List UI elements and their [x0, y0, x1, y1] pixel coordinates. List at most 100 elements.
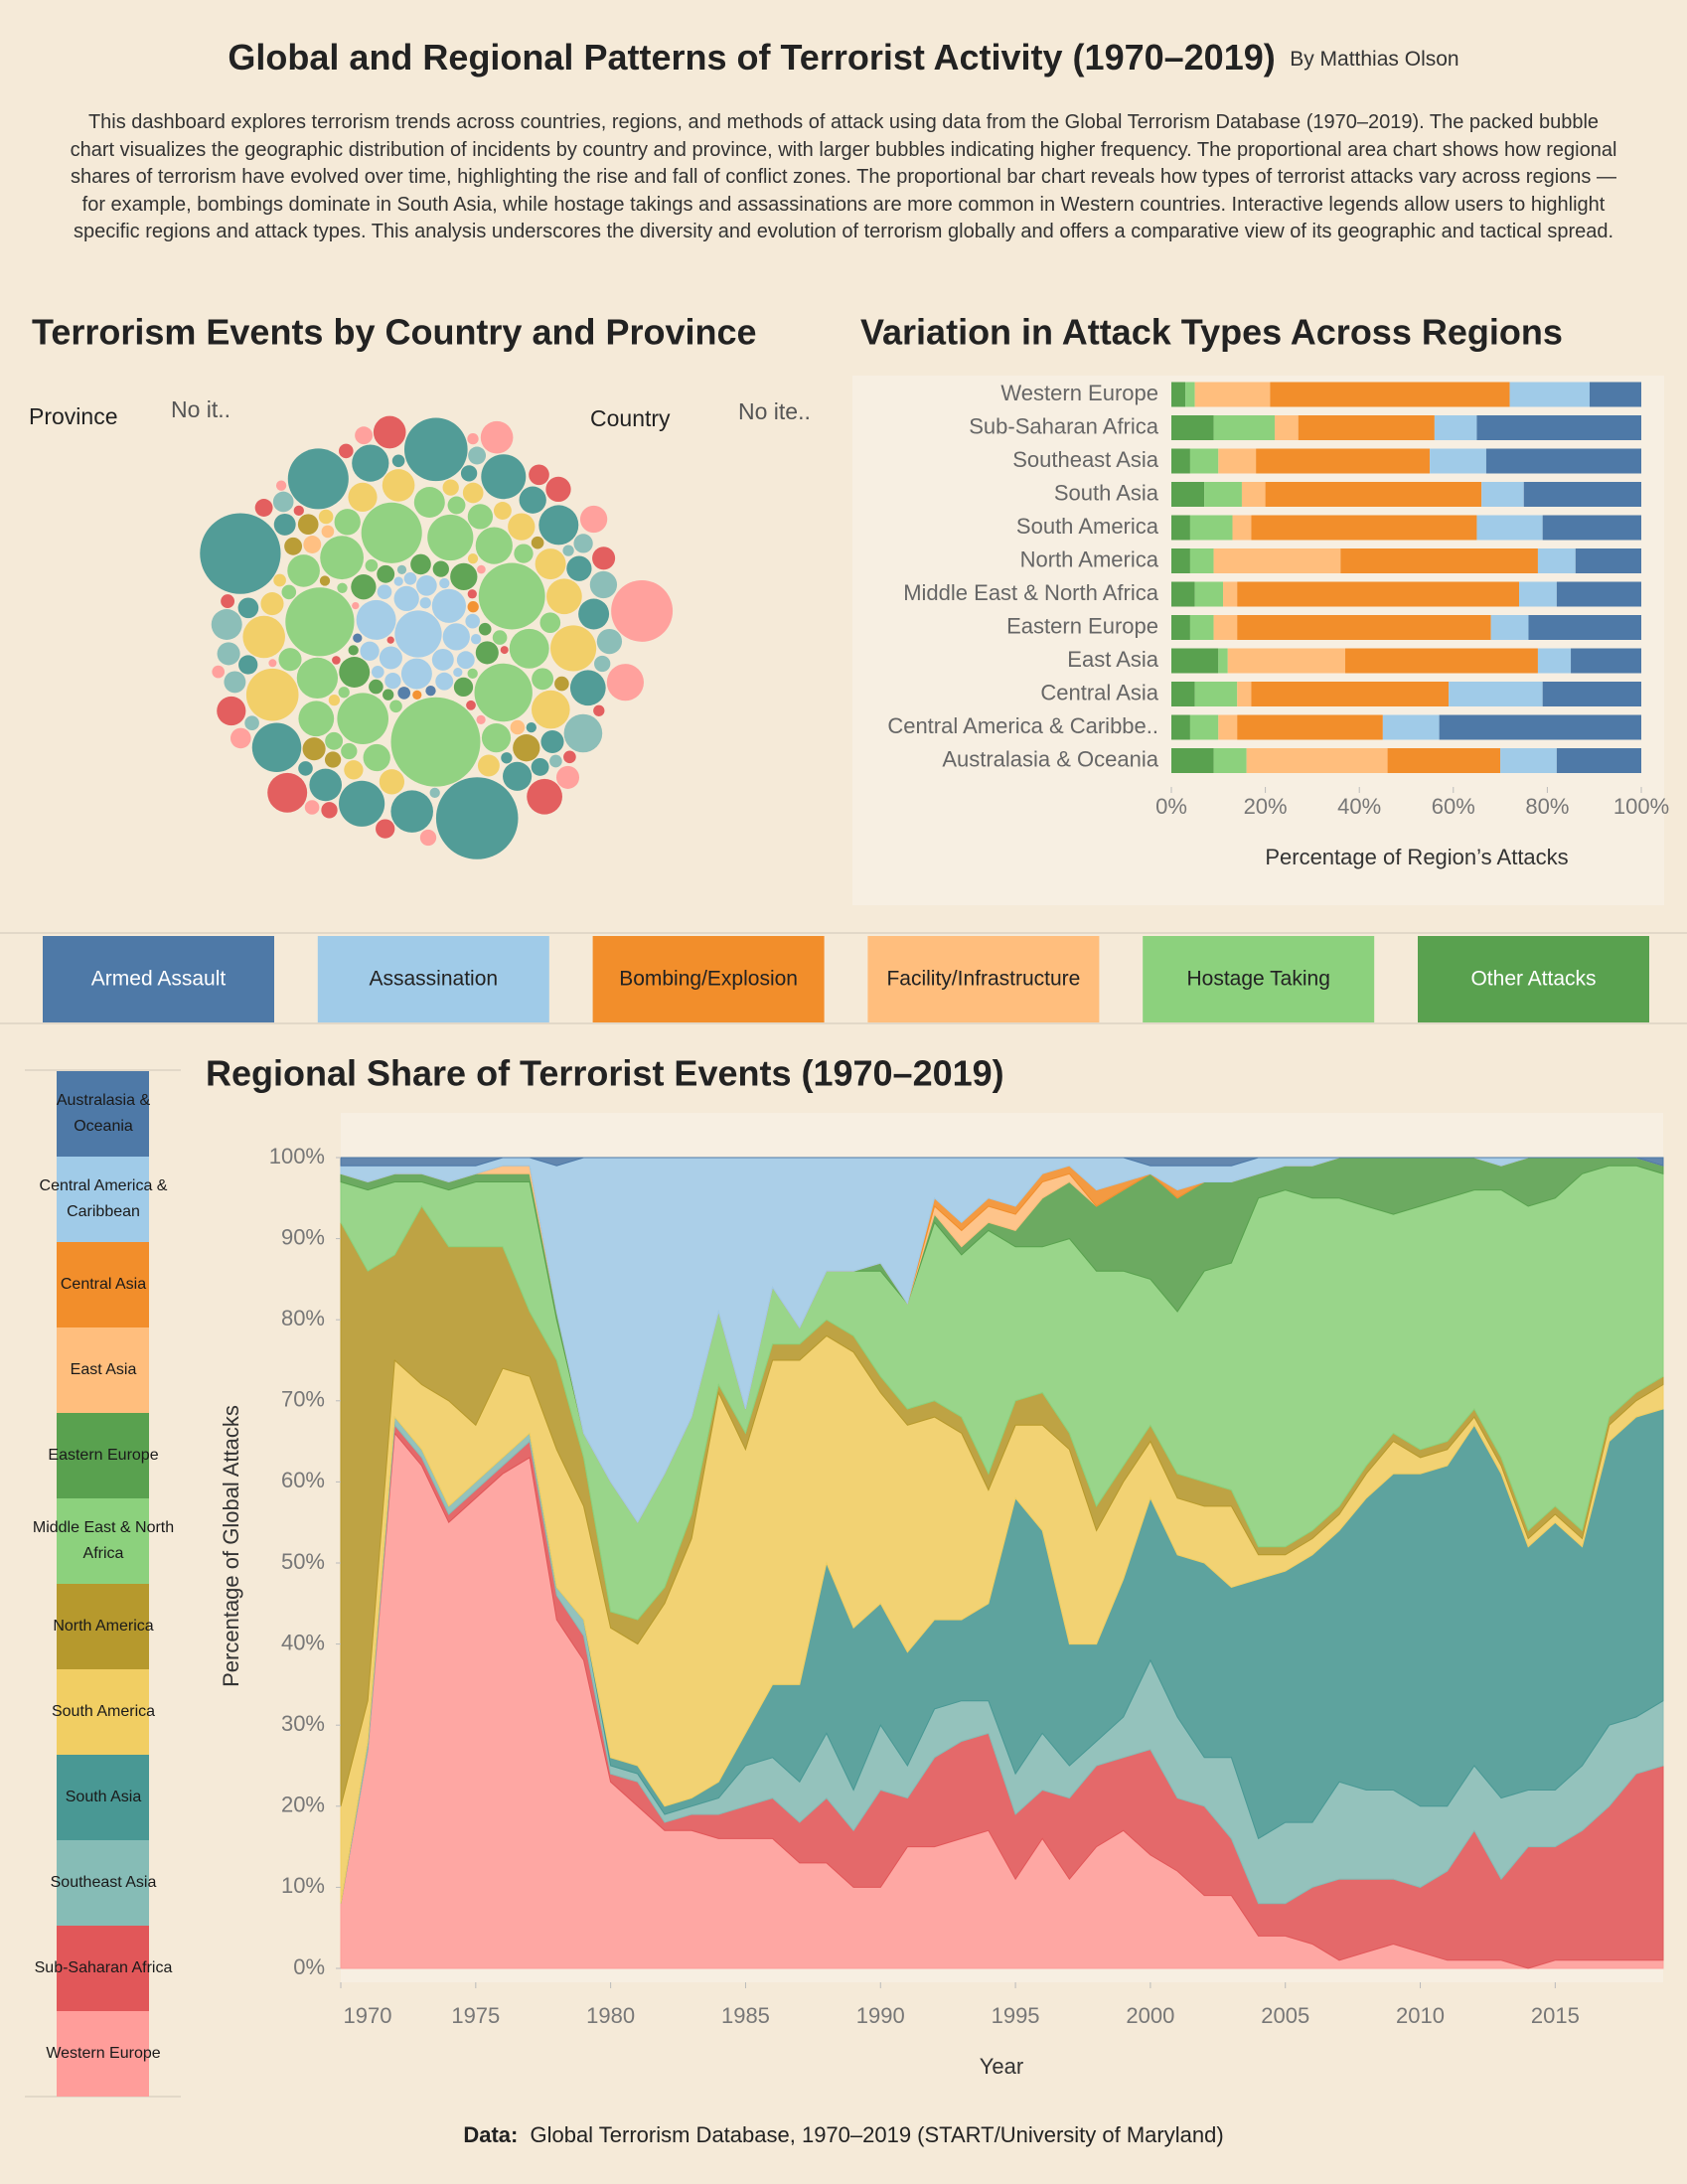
legend-swatch — [1143, 936, 1375, 1022]
bubble — [338, 687, 350, 699]
legend-item[interactable]: Other Attacks — [1418, 936, 1649, 1022]
bar-segment — [1237, 714, 1383, 740]
x-tick-label: 60% — [1432, 794, 1475, 819]
bubble — [275, 480, 287, 491]
chart-title: Variation in Attack Types Across Regions — [860, 312, 1563, 353]
y-tick-label: 80% — [281, 1306, 325, 1330]
bubble — [549, 754, 562, 768]
bubble — [386, 636, 394, 644]
legend-item[interactable]: Southeast Asia — [25, 1840, 182, 1926]
bubble — [529, 464, 549, 486]
bubble — [369, 679, 383, 695]
y-tick-label: Australasia & Oceania — [942, 746, 1158, 771]
bar-segment — [1251, 515, 1477, 541]
footer: Data: Global Terrorism Database, 1970–20… — [463, 2122, 1223, 2147]
legend-swatch — [57, 1327, 149, 1413]
bubble — [475, 641, 499, 665]
bubble — [531, 690, 570, 729]
bubble — [447, 496, 466, 515]
bubble — [328, 694, 341, 706]
bubble — [442, 479, 459, 496]
bubble — [403, 571, 417, 585]
x-tick-label: 2015 — [1531, 2003, 1580, 2028]
legend-swatch — [57, 1840, 149, 1926]
bar-segment — [1481, 482, 1524, 507]
bubble — [390, 790, 433, 833]
bubble — [435, 777, 519, 859]
bar-segment — [1194, 382, 1271, 407]
bubble — [467, 668, 478, 680]
x-tick-label: 2000 — [1126, 2003, 1174, 2028]
legend-item[interactable]: Australasia & Oceania — [25, 1071, 182, 1157]
bubble — [212, 665, 226, 679]
bar-segment — [1204, 482, 1242, 507]
bubble — [481, 454, 527, 500]
legend-item[interactable]: Facility/Infrastructure — [867, 936, 1100, 1022]
x-axis-label: Year — [980, 2054, 1023, 2079]
legend-label: North America — [53, 1618, 154, 1635]
bubble — [267, 772, 308, 813]
legend-swatch — [57, 1498, 149, 1584]
bubble — [217, 642, 240, 666]
bubble — [287, 554, 320, 587]
bubble — [431, 588, 467, 623]
bar-segment — [1270, 382, 1510, 407]
bubble — [377, 564, 395, 583]
bubble — [480, 420, 514, 454]
bubble — [546, 578, 582, 615]
legend-item[interactable]: Middle East & North Africa — [25, 1498, 182, 1584]
y-tick-label: Eastern Europe — [1006, 613, 1158, 638]
x-tick-label: 80% — [1525, 794, 1569, 819]
legend-item[interactable]: Bombing/Explosion — [592, 936, 825, 1022]
bubble — [416, 574, 437, 596]
legend-item[interactable]: Eastern Europe — [25, 1413, 182, 1498]
legend-item[interactable]: South Asia — [25, 1755, 182, 1840]
bubble — [562, 545, 574, 556]
bubble — [596, 628, 623, 655]
legend-swatch — [57, 1926, 149, 2011]
bubble — [467, 504, 494, 530]
legend-item[interactable]: Central America & Caribbean — [25, 1157, 182, 1242]
bar-segment — [1449, 682, 1543, 706]
legend-item[interactable]: Armed Assault — [43, 936, 274, 1022]
bubble — [237, 597, 259, 619]
legend-item[interactable]: South America — [25, 1669, 182, 1755]
legend-item[interactable]: Hostage Taking — [1143, 936, 1375, 1022]
bubble — [532, 668, 554, 691]
bubbles — [200, 415, 674, 859]
bubble — [467, 432, 479, 445]
bubble — [302, 737, 326, 761]
bubble — [475, 527, 513, 564]
bubble — [466, 700, 476, 710]
y-tick-label: 90% — [281, 1224, 325, 1249]
legend-swatch — [57, 2011, 149, 2097]
legend-label: Armed Assault — [91, 968, 227, 991]
bar-segment — [1171, 581, 1195, 607]
bar-segment — [1218, 714, 1238, 740]
legend-item[interactable]: North America — [25, 1584, 182, 1669]
legend-label: Australasia & Oceania — [56, 1092, 151, 1135]
bubble — [382, 469, 415, 502]
y-tick-label: South America — [1016, 514, 1159, 539]
area — [340, 1157, 1664, 1167]
bar-segment — [1227, 648, 1346, 674]
y-tick-label: Sub-Saharan Africa — [969, 413, 1159, 438]
bar-segment — [1189, 548, 1214, 573]
x-tick-label: 1980 — [586, 2003, 635, 2028]
bar-segment — [1171, 648, 1219, 674]
bubble — [339, 657, 371, 688]
y-tick-label: Southeast Asia — [1012, 447, 1159, 472]
bubble — [563, 750, 576, 764]
bar-segment — [1171, 548, 1190, 573]
bubble — [304, 800, 320, 815]
legend-item[interactable]: Central Asia — [25, 1242, 182, 1327]
legend-item[interactable]: Assassination — [317, 936, 549, 1022]
legend-item[interactable]: East Asia — [25, 1327, 182, 1413]
legend-swatch — [57, 1071, 149, 1157]
x-tick-label: 0% — [1155, 794, 1187, 819]
legend-swatch — [43, 936, 274, 1022]
bubble — [242, 615, 285, 659]
legend-item[interactable]: Sub-Saharan Africa — [25, 1926, 182, 2011]
legend-item[interactable]: Western Europe — [25, 2011, 182, 2097]
bubble — [324, 751, 342, 768]
